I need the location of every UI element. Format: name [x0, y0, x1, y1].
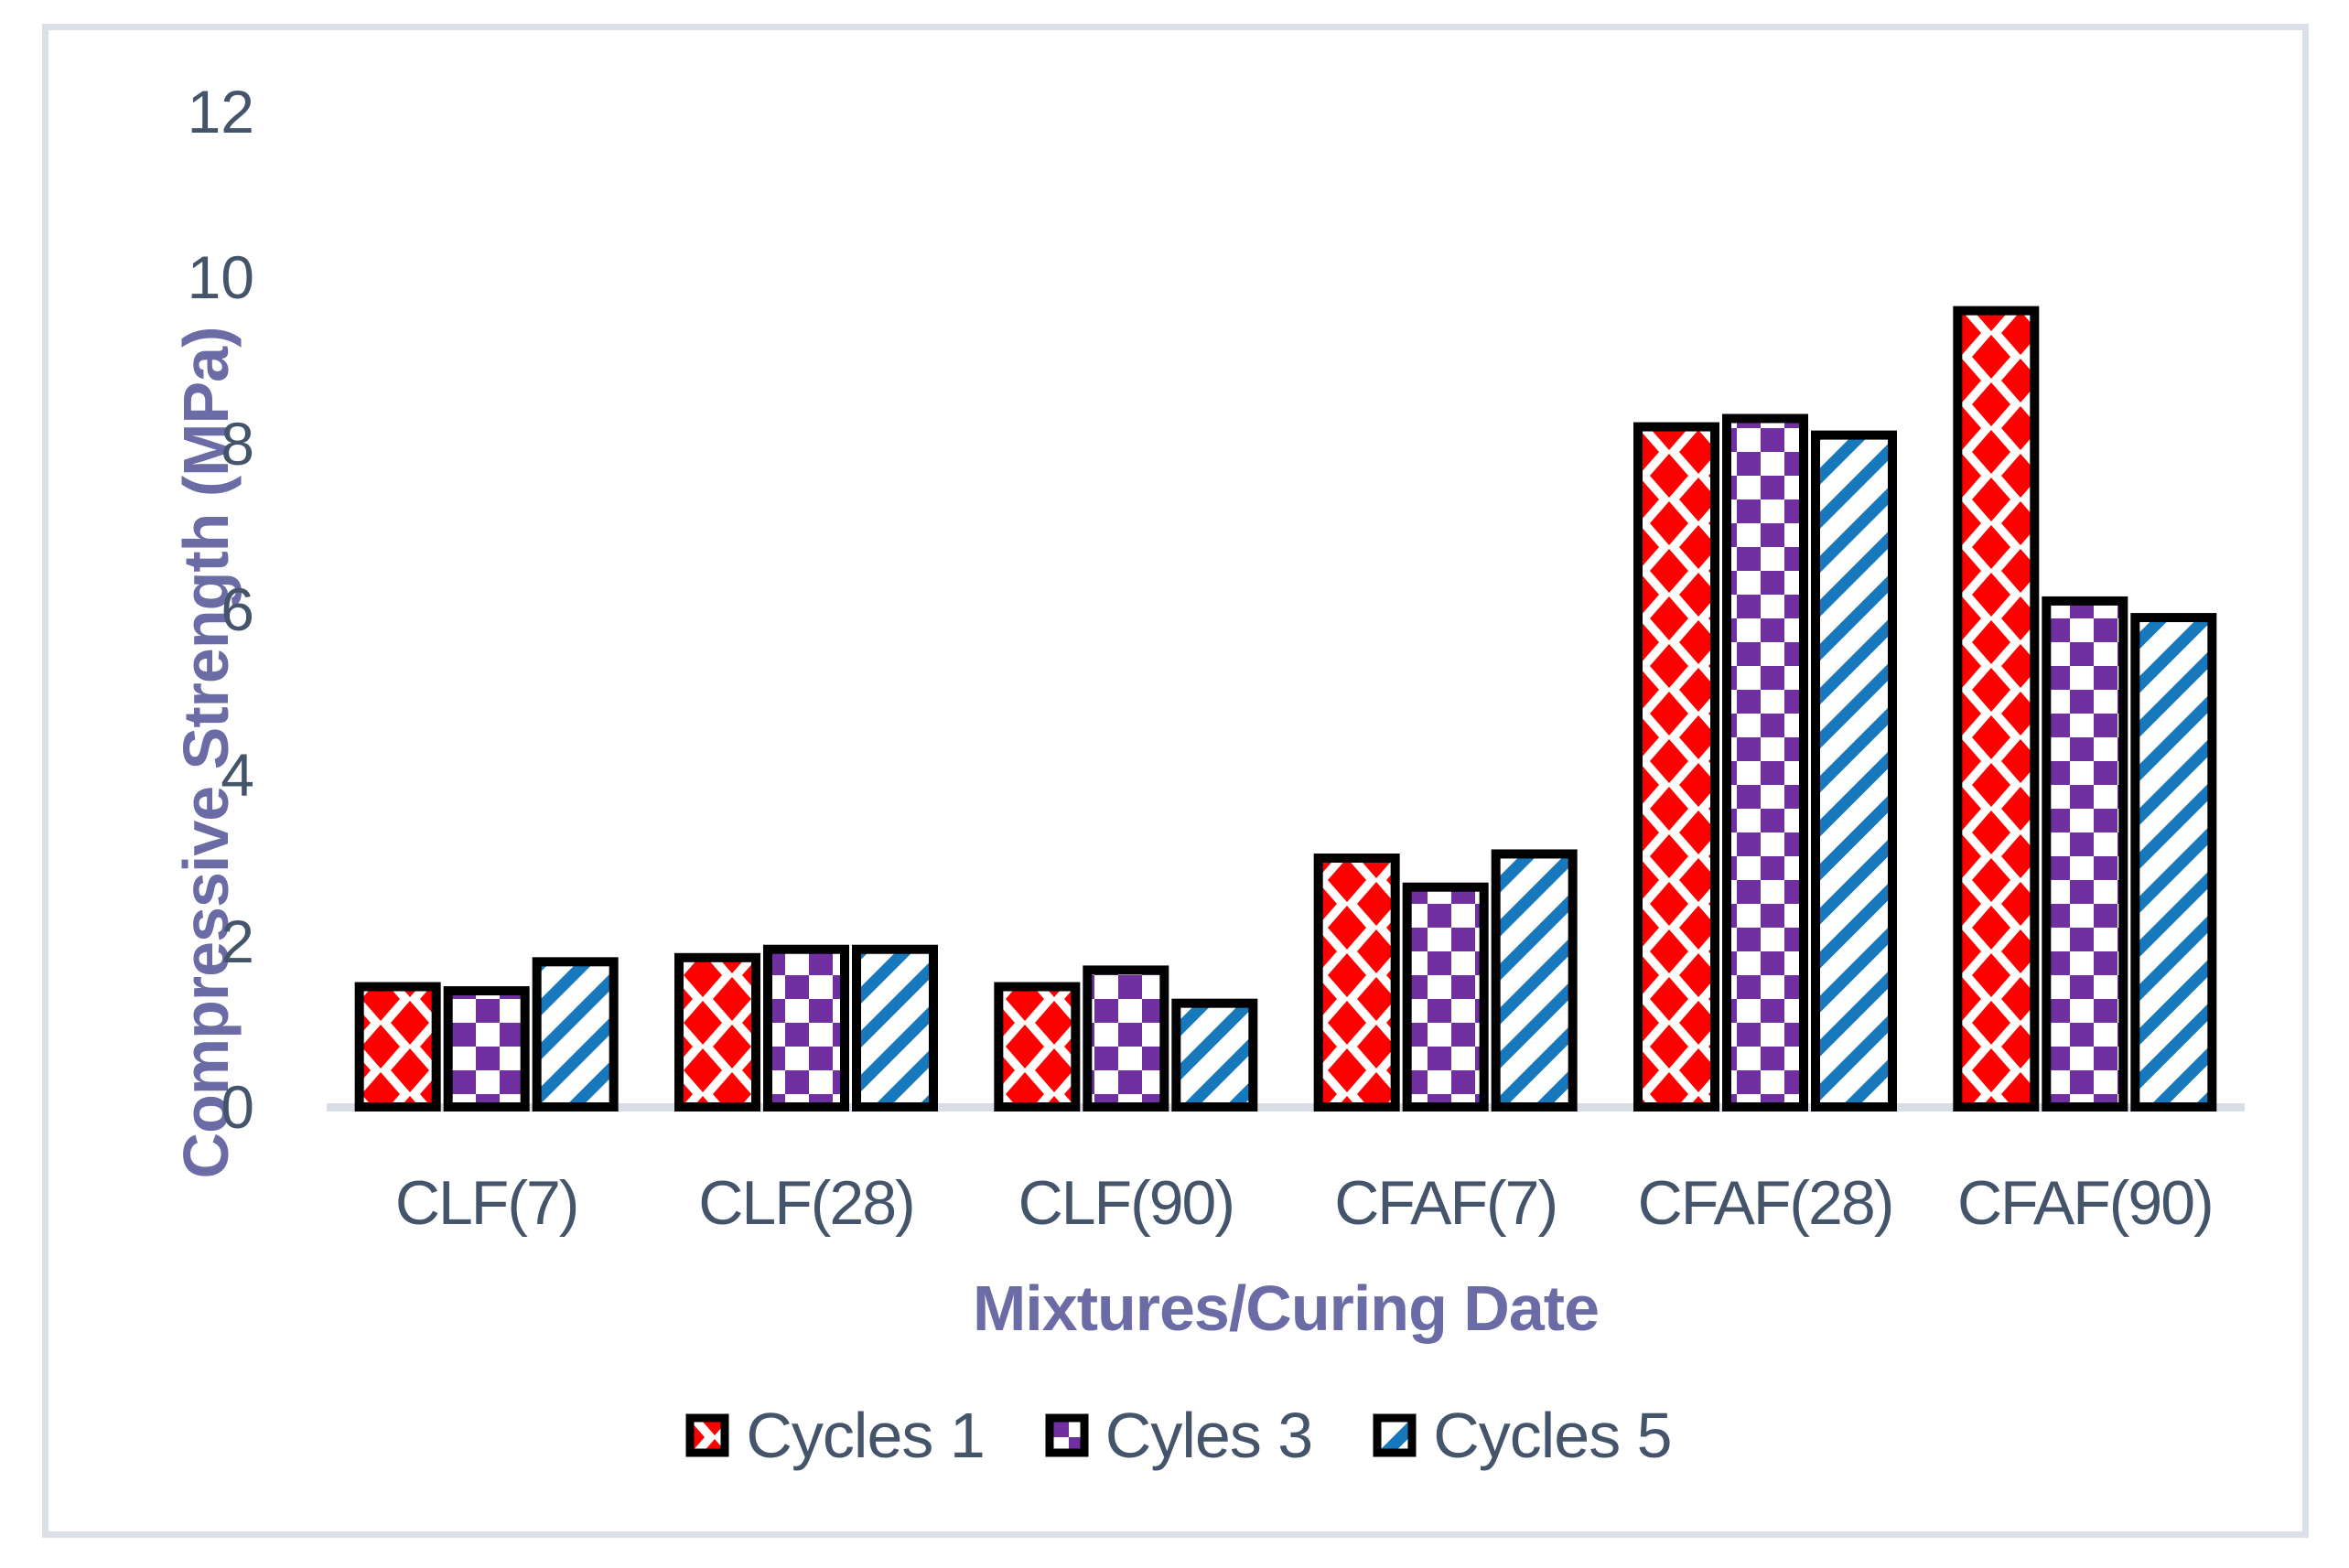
legend: Cycles 1 Cyles 3 Cycles 5	[42, 1394, 2315, 1477]
x-category-label: CFAF(90)	[1956, 1168, 2214, 1238]
legend-swatch-diamond-icon	[685, 1413, 729, 1457]
chart-frame	[42, 24, 2309, 1538]
bar-cycles-5-CFAF(7)	[1491, 849, 1578, 1112]
bar-cyles-3-CFAF(90)	[2042, 596, 2128, 1112]
y-tick-label: 6	[221, 575, 254, 643]
bar-cycles-5-CLF(28)	[852, 944, 938, 1112]
x-axis-line	[327, 1103, 2245, 1112]
x-category-label: CLF(90)	[1018, 1168, 1235, 1238]
bar-cyles-3-CFAF(28)	[1722, 413, 1808, 1112]
bar-cyles-3-CLF(7)	[443, 986, 530, 1112]
bar-cycles-1-CFAF(28)	[1633, 422, 1719, 1112]
legend-label: Cyles 3	[1104, 1400, 1313, 1471]
bar-cyles-3-CFAF(7)	[1402, 882, 1489, 1112]
bar-cycles-1-CFAF(7)	[1313, 854, 1400, 1112]
bar-cycles-5-CFAF(90)	[2130, 613, 2217, 1112]
y-tick-label: 4	[221, 741, 254, 810]
bar-cycles-1-CLF(7)	[354, 982, 441, 1112]
bar-cycles-1-CLF(28)	[674, 952, 760, 1112]
legend-item: Cycles 1	[685, 1399, 986, 1472]
bar-cycles-5-CLF(90)	[1171, 998, 1258, 1112]
x-axis-title: Mixtures/Curing Date	[973, 1273, 1600, 1344]
y-tick-label: 8	[221, 409, 254, 478]
x-category-label: CFAF(7)	[1334, 1168, 1558, 1238]
y-tick-label: 0	[221, 1073, 254, 1141]
x-category-label: CLF(28)	[698, 1168, 915, 1238]
bars-group	[354, 306, 2217, 1112]
bar-cycles-1-CFAF(90)	[1953, 306, 2040, 1112]
bar-cycles-5-CFAF(28)	[1811, 430, 1897, 1112]
bar-cycles-1-CLF(90)	[994, 982, 1081, 1112]
y-tick-label: 12	[187, 78, 254, 145]
bar-cyles-3-CLF(28)	[763, 944, 849, 1112]
x-category-label: CFAF(28)	[1637, 1168, 1895, 1238]
y-tick-label: 10	[187, 243, 254, 312]
x-category-label: CLF(7)	[394, 1168, 580, 1238]
legend-label: Cycles 1	[746, 1400, 985, 1471]
legend-item: Cyles 3	[1045, 1399, 1313, 1472]
legend-item: Cycles 5	[1373, 1399, 1673, 1472]
bar-cyles-3-CLF(90)	[1083, 965, 1169, 1112]
legend-label: Cycles 5	[1433, 1400, 1672, 1471]
bar-cycles-5-CLF(7)	[532, 957, 619, 1112]
legend-swatch-stripes-icon	[1373, 1413, 1417, 1457]
y-tick-label: 2	[221, 907, 254, 975]
legend-swatch-checker-icon	[1045, 1413, 1089, 1457]
